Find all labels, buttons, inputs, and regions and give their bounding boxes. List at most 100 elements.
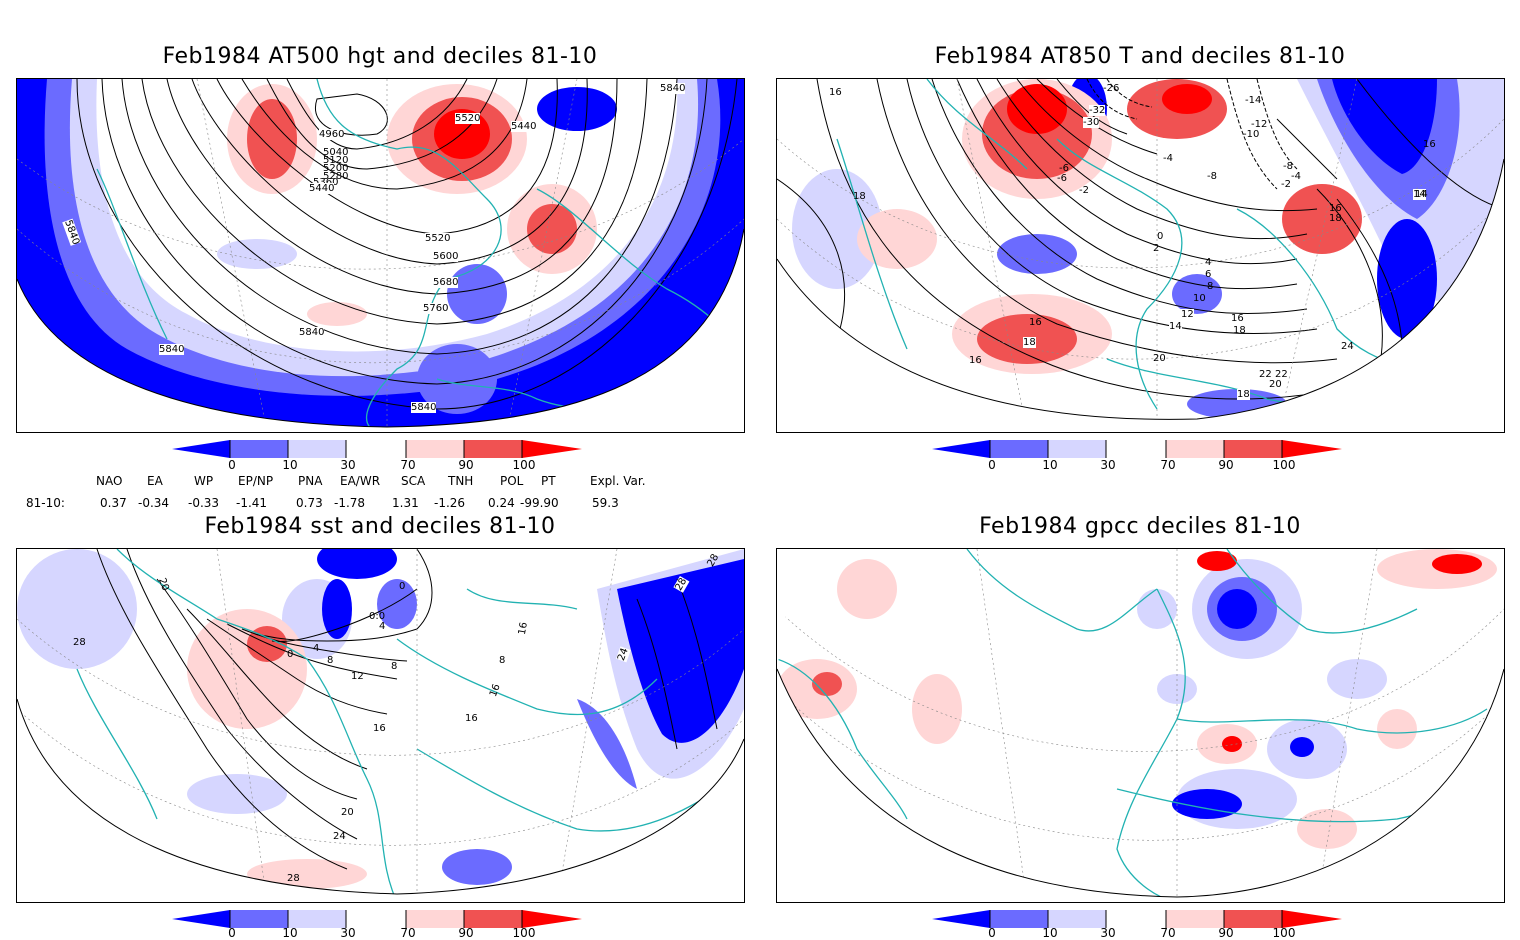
contour-label: -12	[1251, 119, 1268, 130]
colorbar-segment	[230, 910, 288, 928]
contour-label: 5280	[323, 171, 349, 182]
contour-label: 16	[829, 87, 842, 98]
colorbar-segment	[1106, 440, 1166, 458]
contour-label: 16	[1231, 313, 1244, 324]
contour-label: 5040	[323, 147, 349, 158]
colorbar-arrow-low	[932, 910, 990, 928]
contour-label: -32	[1089, 105, 1106, 116]
decile-shade	[1172, 274, 1222, 314]
colorbar-segment	[1166, 440, 1224, 458]
decile-shade	[1290, 737, 1314, 757]
colorbar-tick-label: 0	[228, 458, 236, 472]
teleconn-value: 59.3	[592, 496, 619, 510]
contour-label: -2	[1281, 179, 1291, 190]
contour-label: 16	[1029, 317, 1042, 328]
teleconn-value: 1.31	[392, 496, 419, 510]
colorbar-tick-label: 90	[1218, 458, 1234, 472]
colorbar-segment	[1224, 910, 1282, 928]
panel-title-850t: Feb1984 AT850 T and deciles 81-10	[934, 44, 1346, 69]
colorbar-segment	[464, 440, 522, 458]
decile-shade	[1397, 354, 1477, 404]
panel-title-500hgt: Feb1984 AT500 hgt and deciles 81-10	[162, 44, 598, 69]
teleconn-value: -1.26	[434, 496, 466, 510]
contour-label: 14	[1413, 189, 1426, 200]
decile-shade	[447, 264, 507, 324]
teleconn-value: 0.37	[100, 496, 127, 510]
contour-label: 16	[373, 723, 386, 734]
decile-shade	[1327, 659, 1387, 699]
contour-label: 8	[391, 661, 398, 672]
colorbar-500hgt	[172, 440, 582, 458]
contour-label: 0	[399, 581, 406, 592]
colorbar-segment	[288, 440, 346, 458]
contour-label: -4	[1163, 153, 1173, 164]
colorbar-tick-label: 100	[1272, 926, 1296, 940]
contour-label: 16	[1423, 139, 1436, 150]
colorbar-tick-label: 10	[282, 926, 298, 940]
contour-label: 28	[73, 637, 86, 648]
decile-shade	[1377, 219, 1437, 339]
colorbar-segment	[1048, 440, 1106, 458]
colorbar-tick-label: 70	[1160, 926, 1176, 940]
contour-label: 5200	[323, 163, 349, 174]
teleconn-value: -0.34	[138, 496, 170, 510]
contour-label: -10	[1243, 129, 1260, 140]
colorbar-tick-label: 10	[1042, 926, 1058, 940]
colorbar-tick-label: 100	[1272, 458, 1296, 472]
decile-shade	[1332, 79, 1437, 174]
contour-label: 0:0	[369, 611, 386, 622]
contour-label: 0	[1157, 231, 1164, 242]
contour-label: 16	[516, 621, 530, 636]
decile-shade	[1222, 736, 1242, 752]
colorbar-segment	[230, 440, 288, 458]
contour-label: 4	[313, 643, 320, 654]
decile-shade	[417, 344, 497, 414]
decile-shade	[1162, 84, 1212, 114]
contour-label: 5680	[433, 277, 459, 288]
contour-label: 18	[1237, 389, 1250, 400]
decile-shade	[217, 239, 297, 269]
colorbar-arrow-low	[172, 910, 230, 928]
contour-label: 24	[1341, 341, 1354, 352]
teleconn-value: 0.73	[296, 496, 323, 510]
teleconn-header: EP/NP	[238, 474, 274, 488]
colorbar-tick-label: 100	[512, 926, 536, 940]
colorbar-tick-label: 30	[1100, 458, 1116, 472]
teleconn-header: EA	[147, 474, 163, 488]
contour-label: 5360	[313, 177, 338, 188]
contour-label: 5840	[411, 402, 437, 413]
colorbar-tick-label: 70	[400, 458, 416, 472]
teleconn-value: -0.33	[188, 496, 220, 510]
map-panel-500hgt: 4960 5040 5120 5200 5280 5360 5440 5520 …	[16, 78, 745, 433]
map-panel-850t: 16 18 -26 -32 -30 -14 -12 -10 -8 -8 -6 -…	[776, 78, 1505, 433]
contour-label: 4	[1205, 257, 1212, 268]
decile-shade	[247, 99, 297, 179]
teleconn-value: -1.41	[236, 496, 268, 510]
contour-label: -26	[1103, 83, 1120, 94]
decile-shade	[617, 559, 744, 743]
colorbar-segment	[1106, 910, 1166, 928]
colorbar-segment	[406, 440, 464, 458]
colorbar-segment	[288, 910, 346, 928]
contour-label: 12	[1181, 309, 1194, 320]
colorbar-arrow-high	[1282, 440, 1342, 458]
contour-label: -6	[1059, 163, 1069, 174]
contour-label: 20	[341, 807, 354, 818]
contour-label: -6	[1057, 173, 1067, 184]
colorbar-segment	[1048, 910, 1106, 928]
decile-shade	[442, 849, 512, 885]
contour-label: 16	[465, 713, 478, 724]
colorbar-tick-label: 70	[400, 926, 416, 940]
contour-label: 14	[1169, 321, 1182, 332]
colorbar-850t	[932, 440, 1342, 458]
contour-label: 16	[969, 355, 982, 366]
teleconn-header: EA/WR	[340, 474, 381, 488]
contour-label: 4960	[319, 129, 345, 140]
teleconn-header: WP	[194, 474, 214, 488]
contour-label: 5520	[455, 113, 481, 124]
colorbar-tick-label: 100	[512, 458, 536, 472]
colorbar-arrow-high	[522, 440, 582, 458]
decile-shade	[1137, 589, 1177, 629]
decile-shade	[577, 699, 637, 789]
decile-shade	[1377, 709, 1417, 749]
